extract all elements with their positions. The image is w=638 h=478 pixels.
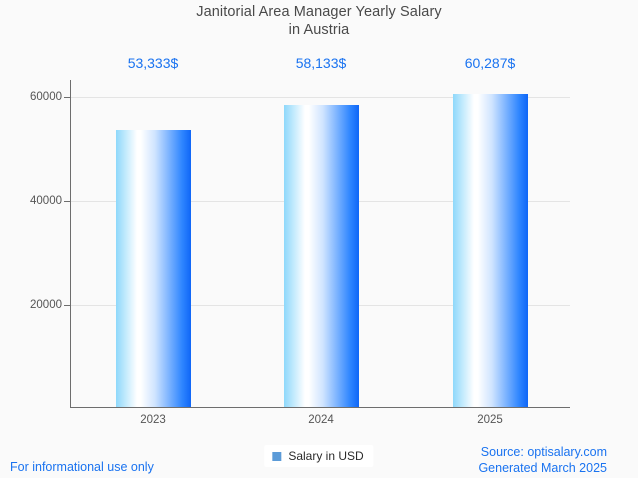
y-axis-line — [70, 80, 71, 408]
x-axis-line — [70, 407, 570, 408]
ytick-mark-40000 — [64, 201, 71, 202]
ytick-label-60000: 60000 — [30, 91, 62, 103]
bar-2025[interactable] — [453, 94, 528, 407]
footer-disclaimer: For informational use only — [10, 460, 154, 474]
footer-source-block: Source: optisalary.com Generated March 2… — [478, 444, 607, 476]
xtick-label-2025: 2025 — [477, 414, 503, 426]
bar-2023[interactable] — [116, 130, 191, 407]
ytick-60000: 60000 — [0, 91, 71, 103]
ytick-40000: 40000 — [0, 195, 71, 207]
footer-source: Source: optisalary.com — [480, 445, 607, 459]
ytick-mark-20000 — [64, 305, 71, 306]
gridline-60000 — [71, 97, 570, 98]
xtick-label-2024: 2024 — [308, 414, 334, 426]
chart-legend[interactable]: Salary in USD — [264, 445, 374, 467]
legend-item-label: Salary in USD — [288, 449, 364, 463]
bar-2024[interactable] — [284, 105, 359, 407]
ytick-label-40000: 40000 — [30, 195, 62, 207]
square-swatch-icon — [272, 451, 282, 461]
data-label-2024: 58,133$ — [295, 55, 347, 71]
ytick-20000: 20000 — [0, 299, 71, 311]
bars-layer — [71, 80, 570, 407]
footer-generated: Generated March 2025 — [478, 461, 607, 475]
ytick-label-20000: 20000 — [30, 299, 62, 311]
ytick-mark-60000 — [64, 97, 71, 98]
xtick-label-2023: 2023 — [140, 414, 166, 426]
data-label-2025: 60,287$ — [464, 55, 516, 71]
data-label-2023: 53,333$ — [127, 55, 179, 71]
chart-title-line-1: Janitorial Area Manager Yearly Salary — [196, 4, 442, 20]
chart-title: Janitorial Area Manager Yearly Salary in… — [0, 3, 638, 39]
chart-title-line-2: in Austria — [288, 22, 350, 38]
